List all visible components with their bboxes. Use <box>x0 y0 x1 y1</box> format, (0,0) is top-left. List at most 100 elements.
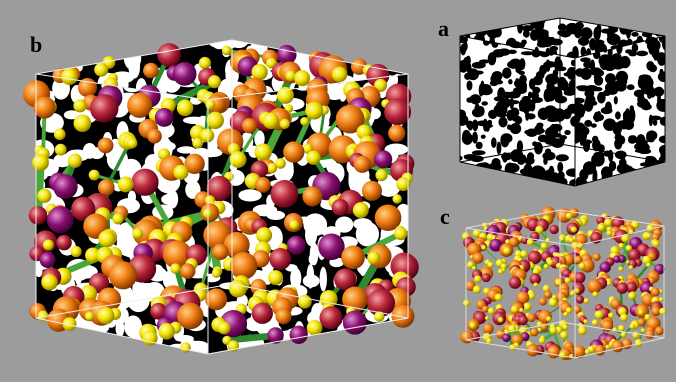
pore-blob <box>593 152 604 157</box>
pore <box>549 326 557 334</box>
pore <box>482 273 491 282</box>
pore <box>527 239 534 246</box>
pore-blob <box>490 75 498 83</box>
pore-blob <box>476 142 483 149</box>
pore <box>570 291 575 296</box>
pore <box>287 236 306 255</box>
pore-blob <box>590 101 597 106</box>
pore <box>655 326 664 335</box>
pore <box>638 310 643 315</box>
pore <box>394 227 407 240</box>
pore <box>629 265 634 270</box>
pore <box>621 332 627 338</box>
pore-blob <box>531 91 539 100</box>
pore <box>275 308 291 324</box>
pore <box>155 108 174 127</box>
pore-blob <box>559 155 568 160</box>
pore-blob <box>560 135 567 140</box>
pore-blob <box>508 79 513 84</box>
pore <box>205 288 227 310</box>
pore <box>485 316 489 320</box>
pore <box>47 206 74 233</box>
pore <box>177 100 194 117</box>
pore <box>294 70 310 86</box>
pore <box>283 141 304 162</box>
pore-blob <box>623 80 627 84</box>
pore <box>305 102 323 120</box>
pore <box>362 181 382 201</box>
pore <box>205 99 215 109</box>
pore <box>170 263 180 273</box>
pore <box>585 349 591 355</box>
pore <box>74 114 92 132</box>
pore <box>628 292 636 300</box>
pore-blob <box>532 165 545 175</box>
pore-blob <box>523 30 530 38</box>
pore-blob <box>320 267 327 292</box>
pore <box>343 311 367 335</box>
pore-blob <box>581 27 593 39</box>
pore <box>584 298 589 303</box>
pore <box>593 253 601 261</box>
pore <box>147 129 162 144</box>
pore <box>503 247 510 254</box>
pore <box>607 281 611 285</box>
pore <box>544 291 552 299</box>
pore <box>605 345 610 350</box>
pore-blob <box>479 84 491 91</box>
pore-blob <box>309 253 317 265</box>
pore-blob <box>318 220 327 235</box>
pore <box>539 337 546 344</box>
pore <box>511 306 518 313</box>
pore <box>127 138 137 148</box>
pore-blob <box>534 128 545 134</box>
pore <box>255 143 272 160</box>
pore <box>574 272 585 283</box>
pore-blob <box>474 71 484 75</box>
pore-blob <box>526 113 536 119</box>
pore <box>300 117 309 126</box>
pore <box>98 138 114 154</box>
pore <box>620 314 628 322</box>
pore <box>509 276 521 288</box>
pore-blob <box>611 58 625 70</box>
pore <box>498 269 504 275</box>
pore <box>641 328 645 332</box>
pore <box>32 154 49 171</box>
pore <box>560 331 568 339</box>
pore <box>53 174 78 199</box>
pore <box>158 323 175 340</box>
pore <box>546 316 551 321</box>
pore <box>474 275 482 283</box>
pore <box>578 327 587 336</box>
pore <box>207 112 224 129</box>
pore <box>619 243 625 249</box>
pore <box>73 99 86 112</box>
pore-blob <box>515 66 521 73</box>
pore <box>576 295 584 303</box>
pore <box>98 230 115 247</box>
pore <box>268 270 283 285</box>
pore <box>127 93 152 118</box>
pore <box>592 291 598 297</box>
pore-blob <box>639 74 651 81</box>
pore <box>388 125 405 142</box>
panel-label: b <box>30 32 42 57</box>
pore-blob <box>590 40 596 45</box>
pore <box>384 98 411 125</box>
pore <box>318 234 344 260</box>
pore <box>54 129 66 141</box>
pore <box>218 322 231 335</box>
pore-blob <box>624 119 635 130</box>
pore <box>367 251 380 264</box>
pore <box>200 129 214 143</box>
cube <box>456 13 671 192</box>
pore-blob <box>466 121 474 129</box>
pore-blob <box>545 148 551 154</box>
pore <box>43 239 54 250</box>
pore-blob <box>575 68 584 77</box>
panel-label: c <box>440 204 450 229</box>
pore-blob <box>647 39 661 52</box>
pore <box>199 57 211 69</box>
pore-blob <box>472 132 478 144</box>
